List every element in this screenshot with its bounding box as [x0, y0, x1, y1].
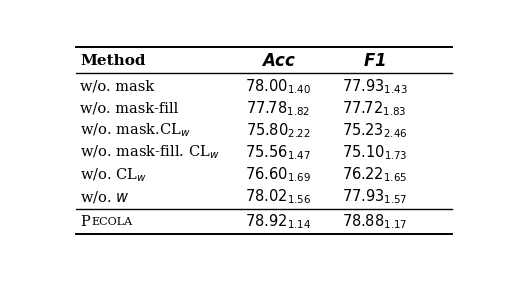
Text: $75.10_{1.73}$: $75.10_{1.73}$	[342, 143, 407, 162]
Text: w/o. CL$_{w}$: w/o. CL$_{w}$	[80, 166, 148, 184]
Text: w/o. mask.CL$_{w}$: w/o. mask.CL$_{w}$	[80, 122, 191, 139]
Text: $75.80_{2.22}$: $75.80_{2.22}$	[246, 121, 311, 140]
Text: $\bfit{Acc}$: $\bfit{Acc}$	[261, 52, 296, 70]
Text: $\bfit{F1}$: $\bfit{F1}$	[363, 52, 386, 70]
Text: $77.78_{1.82}$: $77.78_{1.82}$	[247, 99, 311, 118]
Text: $76.60_{1.69}$: $76.60_{1.69}$	[246, 166, 312, 184]
Text: $78.00_{1.40}$: $78.00_{1.40}$	[246, 77, 312, 95]
Text: $76.22_{1.65}$: $76.22_{1.65}$	[342, 166, 407, 184]
Text: P: P	[80, 215, 90, 229]
Text: w/o. mask: w/o. mask	[80, 79, 155, 93]
Text: $77.72_{1.83}$: $77.72_{1.83}$	[342, 99, 407, 118]
Text: $77.93_{1.43}$: $77.93_{1.43}$	[342, 77, 407, 95]
Text: ECOLA: ECOLA	[92, 217, 133, 227]
Text: $78.88_{1.17}$: $78.88_{1.17}$	[342, 212, 407, 231]
Text: w/o. mask-fill. CL$_{w}$: w/o. mask-fill. CL$_{w}$	[80, 144, 220, 162]
Text: $78.92_{1.14}$: $78.92_{1.14}$	[245, 212, 312, 231]
Text: $77.93_{1.57}$: $77.93_{1.57}$	[342, 188, 407, 206]
Text: $75.56_{1.47}$: $75.56_{1.47}$	[246, 143, 312, 162]
Text: w/o. $w$: w/o. $w$	[80, 189, 130, 205]
Text: $75.23_{2.46}$: $75.23_{2.46}$	[342, 121, 407, 140]
Text: Method: Method	[80, 54, 146, 69]
Text: $78.02_{1.56}$: $78.02_{1.56}$	[245, 188, 312, 206]
Text: w/o. mask-fill: w/o. mask-fill	[80, 101, 179, 115]
